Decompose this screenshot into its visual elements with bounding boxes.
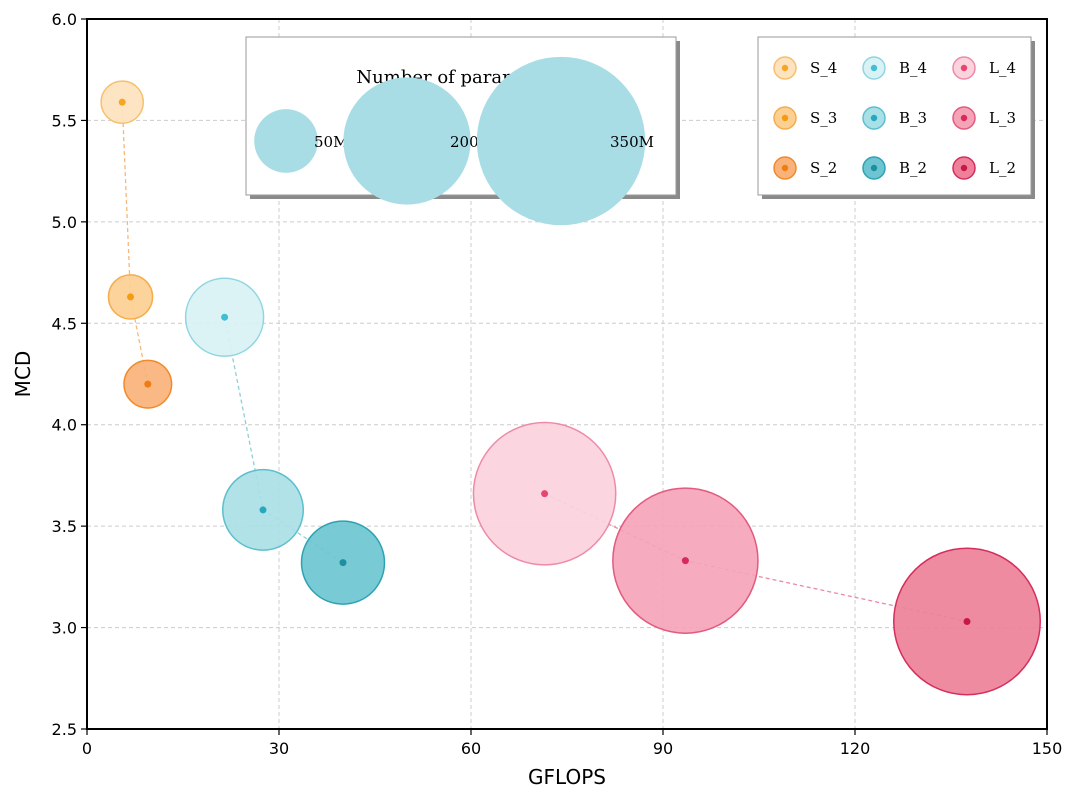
legend-label-l-3: L_3: [989, 109, 1016, 127]
legend-label-l-4: L_4: [989, 59, 1016, 77]
y-tick-label: 4.5: [52, 314, 77, 333]
axis-ticks: 0 30 60 90 120 150 2.5 3.0 3.5 4.0 4.5 5.0 5.5 6.0: [52, 10, 1063, 758]
y-tick-label: 2.5: [52, 720, 77, 739]
size-legend-bubble-50m: [254, 109, 318, 173]
point-l-2: [963, 617, 971, 625]
y-tick-label: 4.0: [52, 416, 77, 435]
point-l-3: [681, 557, 689, 565]
plot-frame: [86, 18, 1048, 730]
point-b-3: [259, 506, 267, 514]
legend-marker-dot-l-2: [960, 164, 968, 172]
series-line-s: [121, 102, 149, 385]
legend-label-l-2: L_2: [989, 159, 1016, 177]
legend-marker-dot-l-4: [960, 64, 968, 72]
legend-marker-dot-s-2: [781, 164, 789, 172]
x-tick-label: 60: [461, 739, 481, 758]
point-s-2: [144, 380, 152, 388]
size-legend: Number of parameters 50M 200M 350M: [245, 36, 680, 226]
point-l-4: [541, 490, 549, 498]
x-tick-label: 120: [840, 739, 871, 758]
legend-marker-dot-s-3: [781, 114, 789, 122]
point-b-2: [339, 559, 347, 567]
series-legend: S_4 S_3 S_2 B_4 B_3 B_2 L_4 L_3 L_2: [757, 36, 1035, 199]
legend-label-s-4: S_4: [810, 59, 837, 77]
point-s-3: [127, 293, 135, 301]
data-points: [100, 80, 1042, 696]
x-tick-label: 0: [82, 739, 92, 758]
legend-marker-dot-l-3: [960, 114, 968, 122]
x-tick-label: 30: [269, 739, 289, 758]
y-tick-label: 3.5: [52, 517, 77, 536]
legend-marker-dot-b-3: [870, 114, 878, 122]
size-legend-bubble-350m: [476, 56, 646, 226]
series-legend-box: [757, 36, 1032, 196]
x-tick-label: 90: [653, 739, 673, 758]
legend-label-b-3: B_3: [899, 109, 927, 127]
legend-label-b-4: B_4: [899, 59, 927, 77]
y-tick-label: 3.0: [52, 619, 77, 638]
y-tick-label: 5.5: [52, 111, 77, 130]
x-tick-label: 150: [1032, 739, 1063, 758]
y-tick-label: 5.0: [52, 213, 77, 232]
legend-label-b-2: B_2: [899, 159, 927, 177]
legend-marker-dot-b-2: [870, 164, 878, 172]
legend-marker-dot-s-4: [781, 64, 789, 72]
size-legend-bubble-200m: [343, 77, 471, 205]
legend-label-s-3: S_3: [810, 109, 837, 127]
point-b-4: [221, 313, 229, 321]
y-axis-label: MCD: [11, 351, 35, 398]
legend-label-s-2: S_2: [810, 159, 837, 177]
y-tick-label: 6.0: [52, 10, 77, 29]
legend-marker-dot-b-4: [870, 64, 878, 72]
point-s-4: [118, 98, 126, 106]
size-legend-label-350m: 350M: [610, 133, 654, 151]
x-axis-label: GFLOPS: [528, 765, 606, 789]
size-legend-label-50m: 50M: [314, 133, 348, 151]
